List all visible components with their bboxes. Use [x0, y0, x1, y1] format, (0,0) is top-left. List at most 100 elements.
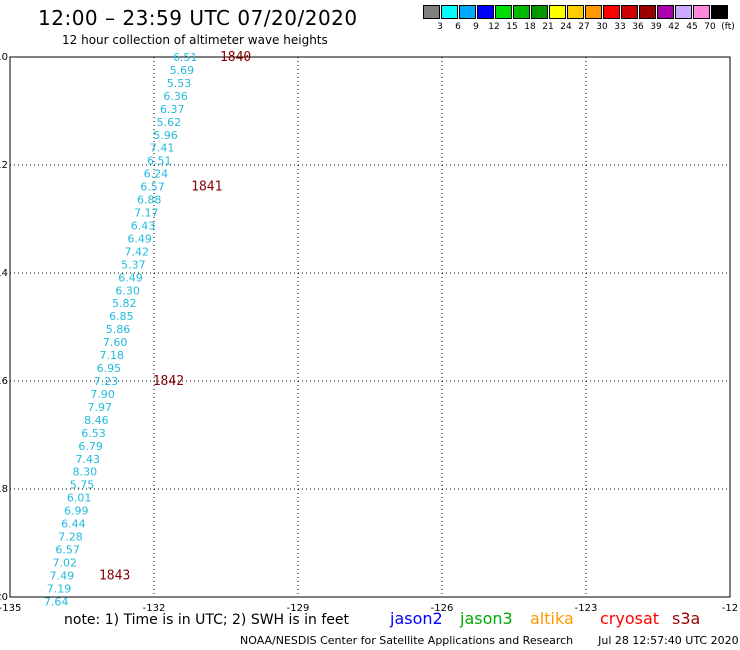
- legend-swatch: [423, 5, 440, 19]
- wave-height-point: 5.75: [70, 479, 95, 492]
- wave-height-point: 7.17: [134, 207, 159, 220]
- legend-swatch: [693, 5, 710, 19]
- legend-swatch: [657, 5, 674, 19]
- wave-height-point: 7.23: [94, 375, 119, 388]
- legend-label: 70: [704, 22, 716, 32]
- legend-swatch: [549, 5, 566, 19]
- wave-height-point: 6.57: [55, 543, 80, 556]
- wave-height-point: 6.43: [131, 219, 156, 232]
- legend-label: 9: [473, 22, 479, 32]
- legend-swatch: [459, 5, 476, 19]
- wave-height-point: 6.99: [64, 505, 89, 518]
- time-labels: 1840 1841 1842 1843: [99, 50, 251, 583]
- wave-height-point: 5.53: [167, 77, 192, 90]
- wave-height-point: 7.18: [100, 349, 125, 362]
- legend-label: 18: [524, 22, 536, 32]
- legend-swatch: [603, 5, 620, 19]
- wave-height-point: 6.88: [137, 194, 162, 207]
- x-tick-label: -129: [287, 603, 310, 614]
- legend-swatch: [477, 5, 494, 19]
- wave-height-point: 6.37: [160, 103, 185, 116]
- y-tick-label: -12: [0, 160, 8, 171]
- legend-label: 6: [455, 22, 461, 32]
- legend-label: (ft): [721, 22, 735, 32]
- wave-height-point: 5.37: [121, 258, 146, 271]
- footer-timestamp: Jul 28 12:57:40 UTC 2020: [598, 634, 739, 647]
- y-tick-label: -14: [0, 268, 8, 279]
- wave-height-point: 7.97: [88, 401, 113, 414]
- x-tick-label: -126: [431, 603, 454, 614]
- grid: [9, 56, 731, 598]
- note-text: note: 1) Time is in UTC; 2) SWH is in fe…: [64, 612, 350, 628]
- wave-height-point: 7.41: [150, 142, 175, 155]
- legend-label: 36: [632, 22, 644, 32]
- wave-height-point: 6.53: [81, 427, 106, 440]
- legend-swatch: [441, 5, 458, 19]
- chart-subtitle: 12 hour collection of altimeter wave hei…: [62, 33, 328, 47]
- legend-swatch: [495, 5, 512, 19]
- wave-height-point: 6.01: [67, 492, 92, 505]
- wave-height-point: 6.49: [118, 271, 143, 284]
- wave-height-point: 6.95: [97, 362, 122, 375]
- wave-height-point: 6.51: [173, 51, 198, 64]
- x-tick-label: -123: [575, 603, 598, 614]
- footer-source: NOAA/NESDIS Center for Satellite Applica…: [240, 634, 574, 647]
- legend-swatch: [567, 5, 584, 19]
- wave-height-point: 6.24: [144, 168, 169, 181]
- wave-height-point: 6.36: [163, 90, 188, 103]
- wave-height-point: 6.57: [140, 181, 165, 194]
- x-tick-label: -12: [722, 603, 738, 614]
- wave-height-point: 7.19: [47, 582, 72, 595]
- legend-label: 27: [578, 22, 590, 32]
- wave-height-point: 6.51: [147, 155, 172, 168]
- legend-swatch: [675, 5, 692, 19]
- wave-height-point: 7.02: [52, 556, 77, 569]
- legend-swatch: [711, 5, 728, 19]
- wave-height-point: 5.62: [157, 116, 182, 129]
- legend-label: 15: [506, 22, 518, 32]
- legend-label: 39: [650, 22, 662, 32]
- satellite-cryosat: cryosat: [600, 609, 660, 628]
- legend-swatch: [639, 5, 656, 19]
- wave-height-point: 7.64: [44, 595, 69, 608]
- x-tick-label: -132: [143, 603, 166, 614]
- wave-height-values: 6.515.695.536.366.375.625.967.416.516.24…: [44, 51, 198, 608]
- legend-swatch: [513, 5, 530, 19]
- wave-height-point: 5.96: [153, 129, 178, 142]
- time-label: 1843: [99, 568, 130, 583]
- legend-label: 30: [596, 22, 608, 32]
- wave-height-point: 7.60: [103, 336, 128, 349]
- wave-height-point: 7.90: [90, 388, 115, 401]
- wave-height-point: 6.30: [115, 284, 140, 297]
- x-tick-label: -135: [0, 603, 21, 614]
- wave-height-point: 6.49: [127, 232, 152, 245]
- wave-height-point: 8.46: [84, 414, 109, 427]
- y-tick-label: -10: [0, 52, 8, 63]
- satellite-jason3: jason3: [460, 609, 513, 628]
- satellite-s3a: s3a: [672, 609, 701, 628]
- time-label: 1842: [153, 374, 184, 389]
- legend-label: 33: [614, 22, 626, 32]
- wave-height-point: 6.85: [109, 310, 134, 323]
- legend-label: 12: [488, 22, 500, 32]
- satellite-altika: altika: [530, 609, 574, 628]
- time-label: 1841: [191, 180, 222, 195]
- time-label: 1840: [220, 50, 251, 65]
- y-tick-label: -20: [0, 592, 8, 603]
- footer: NOAA/NESDIS Center for Satellite Applica…: [240, 634, 739, 647]
- wave-height-point: 7.49: [50, 569, 75, 582]
- wave-height-point: 5.69: [170, 64, 195, 77]
- legend-label: 3: [437, 22, 443, 32]
- wave-height-point: 7.28: [58, 531, 83, 544]
- legend-swatch: [621, 5, 638, 19]
- axis-labels: -135 -132 -129 -126 -123 -12 -10 -12 -14 -16 -18 -2…: [0, 52, 738, 614]
- satellite-jason2: jason2: [390, 609, 443, 628]
- chart-title: 12:00 – 23:59 UTC 07/20/2020: [38, 6, 358, 30]
- wave-height-point: 5.86: [106, 323, 131, 336]
- wave-height-point: 8.30: [73, 466, 98, 479]
- legend-swatch: [531, 5, 548, 19]
- y-tick-label: -18: [0, 484, 8, 495]
- legend-swatch: [585, 5, 602, 19]
- wave-height-point: 6.79: [78, 440, 103, 453]
